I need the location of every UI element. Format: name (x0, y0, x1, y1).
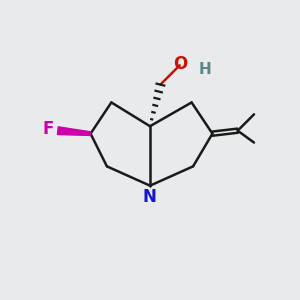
Text: F: F (43, 120, 54, 138)
Text: H: H (199, 62, 212, 77)
Text: O: O (173, 55, 188, 73)
Text: N: N (142, 188, 156, 206)
Polygon shape (58, 127, 91, 135)
